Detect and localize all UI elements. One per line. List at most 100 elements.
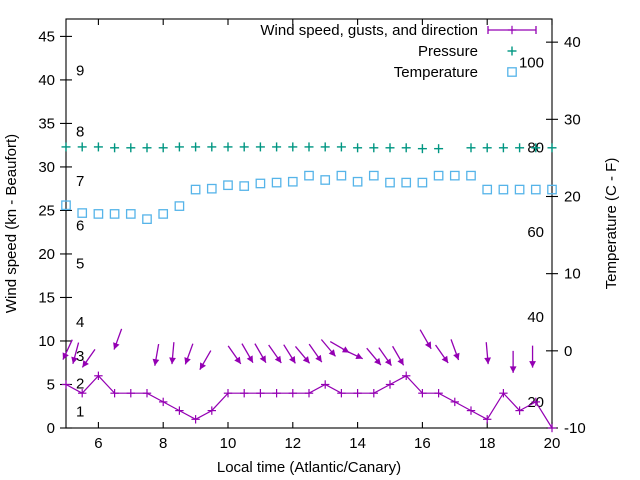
- temperature-point: [433, 170, 444, 181]
- temperature-point: [206, 183, 217, 194]
- wind-direction-arrowhead: [199, 362, 207, 370]
- x-tick-label: 8: [159, 435, 167, 452]
- wind-direction-arrowhead: [374, 357, 381, 366]
- wind-direction-arrowhead: [234, 356, 241, 364]
- temperature-point: [125, 209, 136, 219]
- y-tick-label: 30: [38, 159, 55, 176]
- y2-tick-label: -10: [564, 420, 586, 437]
- legend-sample-temperature: [507, 67, 517, 77]
- wind-direction-arrowhead: [453, 352, 460, 361]
- y-tick-label: 20: [38, 246, 55, 263]
- beaufort-label-8: 8: [76, 123, 84, 140]
- legend-label-pressure: Pressure: [418, 43, 478, 60]
- temperature-point: [271, 177, 282, 188]
- wind-direction-arrowhead: [71, 356, 78, 364]
- x-tick-label: 14: [349, 435, 366, 452]
- x-tick-label: 12: [284, 435, 301, 452]
- wind-speed-line: [65, 374, 553, 429]
- wind-direction-arrowhead: [169, 357, 176, 365]
- wind-direction-arrowhead: [259, 355, 266, 363]
- y-tick-label: 5: [47, 376, 55, 393]
- temperature-point: [223, 180, 233, 191]
- temperature-point: [449, 170, 460, 181]
- temperature-point: [368, 170, 379, 181]
- wind-direction-arrowhead: [289, 356, 296, 364]
- wind-direction-arrowhead: [302, 356, 310, 364]
- fahrenheit-label-100: 100: [519, 54, 544, 71]
- beaufort-label-3: 3: [76, 348, 84, 365]
- temperature-point: [61, 200, 71, 211]
- temperature-point: [547, 184, 557, 195]
- temperature-point: [401, 177, 412, 188]
- y-axis-title: Wind speed (kn - Beaufort): [3, 134, 20, 313]
- x-tick-label: 16: [414, 435, 431, 452]
- y2-tick-label: 30: [564, 111, 581, 128]
- temperature-point: [77, 208, 88, 218]
- temperature-point: [514, 184, 525, 195]
- temperature-point: [320, 175, 331, 185]
- wind-direction-arrowhead: [246, 355, 253, 363]
- fahrenheit-label-40: 40: [527, 309, 544, 326]
- beaufort-label-9: 9: [76, 62, 84, 79]
- legend-label-temperature: Temperature: [394, 64, 478, 81]
- y-tick-label: 10: [38, 333, 55, 350]
- temperature-point: [158, 209, 169, 219]
- temperature-point: [385, 177, 395, 188]
- beaufort-label-1: 1: [76, 404, 84, 421]
- wind-direction-arrowhead: [509, 366, 517, 373]
- beaufort-label-7: 7: [76, 173, 84, 190]
- temperature-point: [530, 184, 541, 195]
- fahrenheit-label-60: 60: [527, 224, 544, 241]
- x-tick-label: 18: [479, 435, 496, 452]
- temperature-point: [304, 170, 314, 181]
- y2-tick-label: 10: [564, 266, 581, 283]
- wind-direction-arrowhead: [384, 358, 392, 366]
- wind-direction-arrowhead: [424, 341, 432, 349]
- temperature-point: [466, 170, 476, 181]
- temperature-point: [255, 178, 266, 189]
- wind-direction-arrowhead: [113, 342, 120, 350]
- temperature-point: [174, 201, 185, 211]
- wind-direction-arrowhead: [274, 355, 282, 364]
- y2-tick-label: 20: [564, 188, 581, 205]
- temperature-point: [142, 214, 152, 224]
- wind-direction-arrowhead: [328, 349, 336, 357]
- wind-direction-arrowhead: [441, 355, 449, 364]
- temperature-point: [498, 184, 509, 195]
- beaufort-label-6: 6: [76, 217, 84, 234]
- wind-direction-arrowhead: [355, 352, 363, 360]
- y2-tick-label: 0: [564, 343, 572, 360]
- legend-label-wind: Wind speed, gusts, and direction: [260, 22, 478, 39]
- x-tick-label: 20: [544, 435, 561, 452]
- beaufort-label-5: 5: [76, 256, 84, 273]
- x-tick-label: 6: [94, 435, 102, 452]
- beaufort-label-2: 2: [76, 376, 84, 393]
- y-tick-label: 15: [38, 289, 55, 306]
- y2-axis-title: Temperature (C - F): [603, 158, 620, 290]
- x-tick-label: 10: [220, 435, 237, 452]
- y-tick-label: 40: [38, 72, 55, 89]
- x-axis-title: Local time (Atlantic/Canary): [217, 459, 401, 476]
- temperature-point: [93, 209, 104, 219]
- temperature-point: [352, 176, 363, 187]
- y-tick-label: 0: [47, 420, 55, 437]
- wind-direction-arrowhead: [184, 357, 191, 365]
- y-tick-label: 25: [38, 202, 55, 219]
- temperature-point: [417, 177, 428, 188]
- y-tick-label: 45: [38, 28, 55, 45]
- wind-direction-arrowhead: [315, 354, 322, 363]
- temperature-point: [239, 181, 250, 191]
- wind-direction-arrowhead: [82, 360, 89, 368]
- temperature-point: [482, 184, 493, 195]
- temperature-point: [109, 209, 120, 219]
- temperature-point: [287, 176, 298, 187]
- beaufort-label-4: 4: [76, 314, 84, 331]
- y2-tick-label: 40: [564, 34, 581, 51]
- y-tick-label: 35: [38, 115, 55, 132]
- wind-direction-arrowhead: [484, 357, 491, 365]
- temperature-point: [336, 170, 347, 181]
- plot-frame: [65, 18, 553, 429]
- temperature-point: [190, 184, 201, 195]
